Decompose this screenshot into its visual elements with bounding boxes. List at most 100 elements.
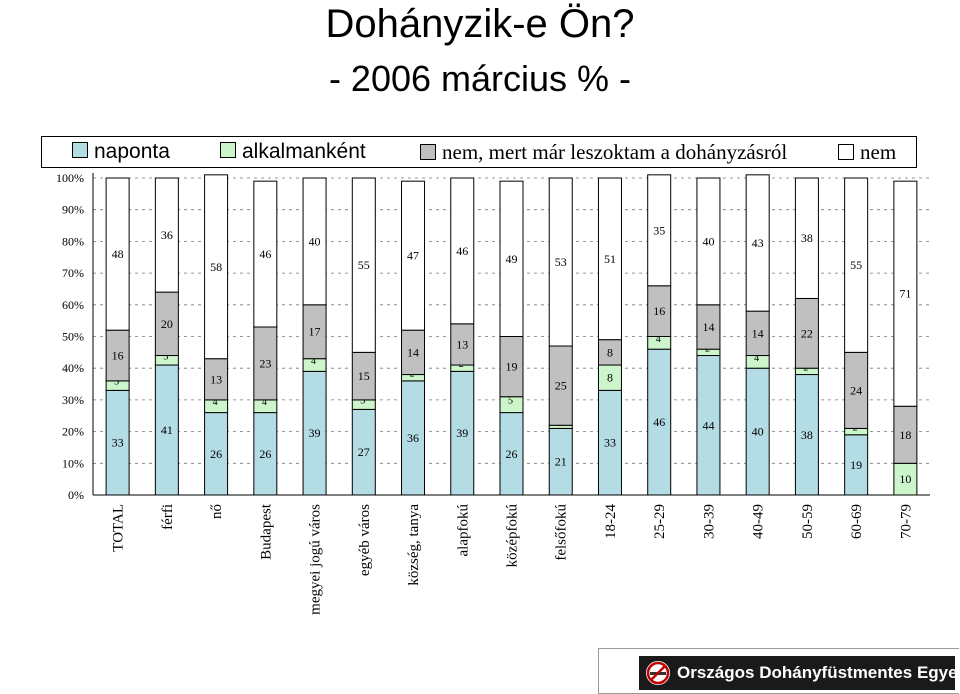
category-label: Budapest (258, 503, 274, 560)
data-label: 4 (656, 334, 661, 345)
data-label: 19 (850, 458, 862, 472)
data-label: 4 (262, 397, 267, 408)
bar-segment (696, 177, 721, 306)
data-label: 39 (456, 426, 468, 440)
data-label: 16 (653, 304, 665, 318)
data-label: 3 (163, 351, 168, 362)
data-label: 53 (555, 255, 567, 269)
data-label: 15 (358, 369, 370, 383)
chart-subtitle: - 2006 március % - (328, 58, 632, 99)
no-smoking-icon (646, 661, 670, 685)
bar-segment (105, 177, 130, 331)
data-label: 51 (604, 252, 616, 266)
data-label: 40 (309, 234, 321, 248)
data-label: 21 (555, 455, 567, 469)
data-label: 17 (309, 325, 321, 339)
y-tick-label: 50% (62, 330, 84, 344)
y-tick-label: 100% (56, 171, 84, 185)
bar-segment (745, 174, 770, 312)
data-label: 33 (604, 436, 616, 450)
data-label: 3 (360, 396, 365, 407)
data-label: 40 (752, 425, 764, 439)
y-tick-label: 80% (62, 234, 84, 248)
data-label: 36 (161, 228, 173, 242)
data-label: 48 (112, 247, 124, 261)
y-tick-label: 70% (62, 266, 84, 280)
data-label: 71 (899, 287, 911, 301)
category-label: 30-39 (701, 504, 717, 539)
data-label: 46 (259, 247, 271, 261)
legend-item-leszoktam: nem, mert már leszoktam a dohányzásról (420, 140, 787, 165)
y-tick-label: 60% (62, 298, 84, 312)
data-label: 4 (213, 397, 218, 408)
bar-segment (154, 177, 179, 293)
data-label: 14 (752, 326, 764, 340)
category-label: 25-29 (652, 504, 668, 539)
data-label: 4 (754, 353, 759, 364)
legend-swatch (420, 144, 436, 161)
data-label: 10 (899, 472, 911, 486)
category-label: alapfokú (455, 504, 471, 557)
data-label: 26 (259, 447, 271, 461)
y-tick-label: 40% (62, 361, 84, 375)
data-label: 26 (506, 447, 518, 461)
category-label: 18-24 (603, 504, 619, 539)
bar-segment (844, 177, 869, 353)
data-label: 39 (309, 426, 321, 440)
data-label: 38 (801, 231, 813, 245)
data-label: 8 (607, 371, 613, 385)
bar-segment (548, 177, 573, 347)
footer-banner: Országos Dohányfüstmentes Egyesület (639, 656, 960, 690)
category-label: felsőfokú (554, 504, 570, 561)
data-label: 44 (702, 418, 714, 432)
category-label: 40-49 (751, 504, 767, 539)
legend-label: naponta (94, 140, 170, 163)
data-label: 35 (653, 223, 665, 237)
data-label: 49 (506, 252, 518, 266)
data-label: 40 (702, 234, 714, 248)
y-tick-label: 20% (62, 425, 84, 439)
y-tick-label: 0% (68, 488, 84, 502)
bar-segment (401, 180, 426, 331)
bar-segment (893, 180, 918, 407)
data-label: 55 (850, 258, 862, 272)
bar-segment (253, 180, 278, 328)
stacked-bar-chart: 0%10%20%30%40%50%60%70%80%90%100%3331648… (56, 171, 930, 615)
bar-segment (597, 177, 622, 341)
data-label: 24 (850, 383, 862, 397)
data-label: 27 (358, 445, 370, 459)
bar-segment (450, 177, 475, 325)
category-label: 50-59 (800, 504, 816, 539)
data-label: 22 (801, 326, 813, 340)
data-label: 8 (607, 345, 613, 359)
category-label: megyei jogú város (308, 504, 324, 615)
bar-segment (499, 180, 524, 337)
y-tick-label: 10% (62, 456, 84, 470)
data-label: 58 (210, 260, 222, 274)
bar-segment (302, 177, 327, 306)
organization-name: Országos Dohányfüstmentes Egyesület (677, 663, 960, 682)
category-label: nő (209, 504, 225, 519)
data-label: 13 (456, 337, 468, 351)
bar-segment (794, 177, 819, 299)
category-label: férfi (160, 504, 176, 530)
legend-label: nem, mert már leszoktam a dohányzásról (442, 140, 788, 164)
data-label: 47 (407, 249, 419, 263)
data-label: 14 (407, 345, 419, 359)
category-label: középfokú (505, 504, 521, 568)
data-label: 26 (210, 447, 222, 461)
legend-label: alkalmanként (242, 140, 366, 163)
data-label: 55 (358, 258, 370, 272)
data-label: 46 (653, 415, 665, 429)
legend-swatch (72, 142, 88, 159)
data-label: 25 (555, 379, 567, 393)
category-label: község, tanya (406, 504, 422, 586)
data-label: 23 (259, 356, 271, 370)
legend-swatch (220, 142, 236, 159)
legend-label: nem (860, 140, 897, 164)
data-label: 5 (508, 396, 513, 407)
bar-segment (351, 177, 376, 353)
bar-segment (204, 174, 229, 360)
data-label: 14 (702, 320, 714, 334)
data-label: 43 (752, 236, 764, 250)
